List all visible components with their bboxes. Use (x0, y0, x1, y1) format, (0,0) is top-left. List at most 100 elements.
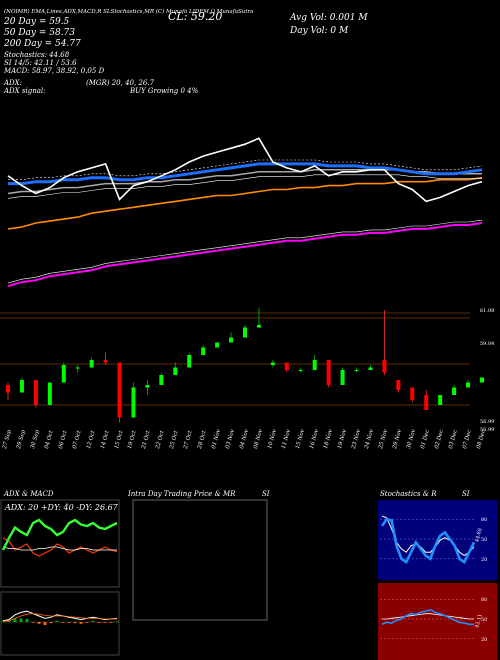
macd-histogram-bar (79, 622, 83, 624)
macd-histogram-bar (1, 621, 5, 623)
macd-histogram-bar (103, 622, 107, 623)
ema20-line (8, 162, 483, 186)
price-axis-label: 56.99 (480, 419, 494, 425)
ema20-outline (8, 159, 483, 180)
close-label: CL: 59.20 (168, 10, 223, 23)
adx-plus-di-line (1, 518, 118, 551)
macd-histogram-bar (73, 622, 77, 624)
macd-histogram-bar (61, 622, 65, 623)
si-average-line (382, 613, 474, 620)
candle-body (201, 347, 206, 355)
ema50-outline (7, 174, 482, 199)
macd-histogram-bar (115, 621, 119, 623)
stochastics-readout: Stochastics: 44.68 (4, 51, 70, 59)
macd-histogram-bar (31, 622, 35, 623)
price-axis-label: 59.04 (480, 341, 494, 347)
candle-body (368, 367, 373, 370)
macd-histogram-bar (85, 622, 89, 623)
candle-body (47, 382, 52, 405)
macd-histogram-bar (55, 620, 59, 622)
candle-body (424, 395, 429, 410)
si-line (381, 608, 474, 626)
candle-body (256, 325, 261, 328)
candle-body (173, 367, 178, 375)
macd-histogram-bar (7, 620, 11, 622)
price-axis-label: 61.08 (480, 308, 494, 314)
ema100-line (7, 176, 483, 230)
si-panel-bg (378, 583, 497, 660)
candle-body (61, 365, 66, 383)
candle-body (131, 387, 136, 418)
si-value-label: 42.11 (474, 613, 484, 628)
adx-values: (MGR) 20, 40, 26.7 (86, 79, 155, 87)
adx-line (2, 546, 117, 551)
candle-body (270, 362, 275, 365)
adx-macd-title: ADX & MACD (4, 490, 54, 498)
candle-body (243, 327, 247, 338)
candle-body (229, 337, 234, 343)
candle-body (452, 387, 457, 395)
macd-histogram-bar (13, 618, 17, 622)
close-price-line (7, 137, 483, 203)
macd-histogram-bar (49, 622, 53, 624)
intraday-si-label: SI (262, 490, 270, 498)
stoch-si-label: SI (462, 490, 470, 498)
candle-body (19, 380, 24, 393)
buy-signal-text: BUY Growing 0 4% (130, 87, 199, 95)
candle-body (215, 342, 220, 348)
candle-body (396, 380, 401, 390)
ema200-readout: 200 Day = 54.77 (4, 39, 81, 49)
macd-histogram-bar (91, 620, 95, 622)
ema20-readout: 20 Day = 59.5 (4, 17, 70, 27)
candle-body (340, 370, 345, 385)
candle-body (117, 362, 122, 418)
macd-histogram-bar (67, 622, 71, 623)
stoch-k-line (380, 517, 476, 565)
adx-panel-frame (0, 499, 120, 588)
stoch-value-label: 44.68 (474, 528, 484, 543)
candle-body (145, 385, 150, 388)
adx-label: ADX: (4, 79, 23, 87)
ema200-line (7, 222, 483, 288)
intraday-title: Intra Day Trading Price & MR (128, 490, 236, 498)
candle-body (382, 360, 387, 373)
candle-body (466, 382, 471, 388)
candle-body (284, 362, 289, 370)
si-level-label: 80 (481, 597, 487, 603)
candle-body (75, 367, 80, 369)
candle-body (326, 360, 331, 385)
macd-histogram-bar (97, 622, 101, 623)
ema200-outline (7, 219, 483, 284)
day-volume: Day Vol: 0 M (290, 26, 349, 36)
stoch-level-label: 20 (481, 557, 487, 563)
si-level-label: 50 (481, 617, 487, 623)
candle-body (480, 377, 484, 383)
candle-body (187, 355, 192, 368)
candle-body (89, 360, 94, 368)
candle-body (354, 370, 359, 371)
ema50-readout: 50 Day = 58.73 (4, 28, 76, 38)
macd-histogram-bar (19, 618, 23, 622)
header-title-line: (NOIMR) EMA,Lines,ADX,MACD,R SLStochasti… (4, 9, 254, 15)
macd-histogram-bar (43, 622, 47, 625)
candle-body (312, 360, 317, 370)
candle-body (438, 395, 443, 405)
stoch-level-label: 50 (481, 537, 487, 543)
macd-histogram-bar (37, 622, 41, 624)
si-level-label: 20 (481, 637, 487, 643)
stoch-level-label: 80 (481, 517, 487, 523)
stoch-title: Stochastics & R (380, 490, 437, 498)
macd-signal-line (2, 613, 117, 622)
si-readout: SI 14/5: 42.11 / 53.6 (4, 59, 77, 67)
candle-body (33, 380, 38, 405)
avg-volume: Avg Vol: 0.001 M (290, 13, 368, 23)
adx-readout: ADX: 20 +DY: 40 -DY: 26.67 (5, 503, 118, 512)
candle-body (298, 370, 303, 371)
intraday-panel-frame (132, 499, 268, 621)
candle-body (6, 385, 10, 393)
macd-histogram-bar (109, 622, 113, 623)
price-axis-label: 56.99 (480, 427, 494, 433)
candle-body (410, 387, 415, 400)
